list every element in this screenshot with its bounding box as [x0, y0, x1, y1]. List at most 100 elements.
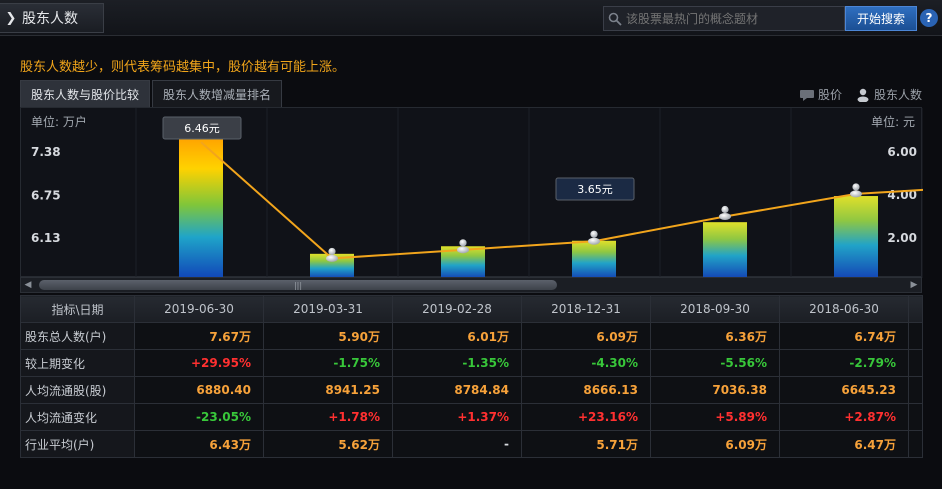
right-axis-unit: 单位: 元: [871, 115, 915, 129]
table-cell: 6645.23: [779, 376, 909, 404]
right-tick-label: 2.00: [887, 231, 917, 245]
table-cell: 5.90万: [263, 322, 393, 350]
column-header[interactable]: 2019-02-28: [392, 295, 522, 323]
table-cell: +2.87%: [779, 403, 909, 431]
tab-holders-ranking[interactable]: 股东人数增减量排名: [152, 80, 283, 107]
table-row: 人均流通股(股) 6880.40 8941.25 8784.84 8666.13 7036…: [20, 376, 923, 404]
table-cell: 6.01万: [392, 322, 522, 350]
person-marker-icon: [588, 230, 600, 245]
table-cell: -23.05%: [134, 403, 264, 431]
holder-bar: [179, 132, 223, 278]
chevron-right-icon: ❯: [5, 10, 17, 26]
scroll-thumb[interactable]: |||: [39, 280, 557, 290]
price-tooltip: 6.46元: [162, 116, 242, 140]
row-spacer: [908, 403, 923, 431]
row-label: 人均流通股(股): [20, 376, 135, 404]
header-spacer: [908, 295, 923, 323]
module-title-tab[interactable]: ❯ 股东人数: [0, 3, 104, 33]
column-header[interactable]: 2019-06-30: [134, 295, 264, 323]
table-cell: 6.43万: [134, 430, 264, 458]
holders-table: 指标\日期 2019-06-30 2019-03-31 2019-02-28 2…: [20, 295, 923, 458]
person-marker-icon: [326, 247, 338, 262]
row-label: 人均流通变化: [20, 403, 135, 431]
table-cell: 8941.25: [263, 376, 393, 404]
legend-price[interactable]: 股价: [799, 86, 842, 103]
search-button[interactable]: 开始搜索: [845, 6, 917, 31]
legend-holders[interactable]: 股东人数: [856, 86, 922, 103]
top-bar: ❯ 股东人数 开始搜索 ?: [0, 0, 942, 36]
table-cell: 7036.38: [650, 376, 780, 404]
left-tick-label: 7.38: [31, 145, 61, 159]
holders-price-chart: 7.38 6.75 6.13 6.00 4.00 2.00 6.46元 3.65元 单位: …: [20, 107, 923, 278]
left-tick-label: 6.75: [31, 188, 61, 202]
table-cell: 6.09万: [650, 430, 780, 458]
header-label: 指标\日期: [20, 295, 135, 323]
person-marker-icon: [850, 183, 862, 198]
table-row: 股东总人数(户) 7.67万 5.90万 6.01万 6.09万 6.36万 6.74万: [20, 322, 923, 350]
column-header[interactable]: 2018-09-30: [650, 295, 780, 323]
column-header[interactable]: 2018-06-30: [779, 295, 909, 323]
table-header-row: 指标\日期 2019-06-30 2019-03-31 2019-02-28 2…: [20, 295, 923, 323]
holder-bar: [572, 240, 616, 278]
table-cell: 8784.84: [392, 376, 522, 404]
person-marker-icon: [457, 239, 469, 254]
column-header[interactable]: 2019-03-31: [263, 295, 393, 323]
chart-grid: 7.386.756.136.004.002.00: [31, 108, 923, 278]
chart-legend: 股价 股东人数: [799, 86, 922, 103]
table-cell: 6880.40: [134, 376, 264, 404]
legend-holders-label: 股东人数: [873, 88, 922, 102]
table-cell: +29.95%: [134, 349, 264, 377]
search-box[interactable]: [603, 6, 845, 31]
search-input[interactable]: [626, 11, 836, 26]
help-icon[interactable]: ?: [920, 9, 938, 27]
left-tick-label: 6.13: [31, 231, 61, 245]
table-cell: 6.09万: [521, 322, 651, 350]
table-row: 行业平均(户) 6.43万 5.62万 -5.71万 6.09万 6.47万: [20, 430, 923, 458]
grip-icon: |||: [293, 281, 303, 290]
table-cell: 7.67万: [134, 322, 264, 350]
person-marker-icon: [719, 205, 731, 220]
left-axis-unit: 单位: 万户: [31, 115, 87, 129]
price-tooltip: 3.65元: [555, 177, 635, 201]
tooltip-text: 3.65元: [577, 183, 613, 196]
holder-bar: [703, 222, 747, 278]
price-legend-icon: [799, 89, 814, 101]
row-label: 较上期变化: [20, 349, 135, 377]
chart-tabs: 股东人数与股价比较 股东人数增减量排名: [20, 80, 284, 107]
table-cell: -4.30%: [521, 349, 651, 377]
table-cell: +23.16%: [521, 403, 651, 431]
row-spacer: [908, 322, 923, 350]
table-cell: +1.78%: [263, 403, 393, 431]
legend-price-label: 股价: [817, 88, 842, 102]
row-label: 股东总人数(户): [20, 322, 135, 350]
table-cell: -: [392, 430, 522, 458]
chart-scrollbar[interactable]: ◀ ||| ▶: [20, 277, 922, 293]
right-tick-label: 6.00: [887, 145, 917, 159]
scroll-right-arrow-icon[interactable]: ▶: [910, 280, 918, 290]
tab-holders-vs-price[interactable]: 股东人数与股价比较: [20, 80, 151, 107]
table-cell: 6.47万: [779, 430, 909, 458]
table-cell: -1.35%: [392, 349, 522, 377]
table-cell: 5.71万: [521, 430, 651, 458]
bar-series: [179, 132, 878, 278]
row-spacer: [908, 349, 923, 377]
table-cell: 5.62万: [263, 430, 393, 458]
table-cell: 6.74万: [779, 322, 909, 350]
search-icon: [604, 12, 626, 26]
notice-text: 股东人数越少，则代表筹码越集中，股价越有可能上涨。: [20, 60, 346, 75]
tooltip-text: 6.46元: [184, 122, 220, 135]
row-label: 行业平均(户): [20, 430, 135, 458]
holder-bar: [834, 196, 878, 278]
table-cell: 6.36万: [650, 322, 780, 350]
table-cell: -2.79%: [779, 349, 909, 377]
table-cell: -5.56%: [650, 349, 780, 377]
table-row: 人均流通变化 -23.05% +1.78% +1.37% +23.16% +5.89% +2…: [20, 403, 923, 431]
row-spacer: [908, 430, 923, 458]
scroll-left-arrow-icon[interactable]: ◀: [24, 280, 32, 290]
table-cell: +5.89%: [650, 403, 780, 431]
column-header[interactable]: 2018-12-31: [521, 295, 651, 323]
table-cell: -1.75%: [263, 349, 393, 377]
chart-tooltips: 6.46元 3.65元: [162, 116, 635, 201]
table-cell: 8666.13: [521, 376, 651, 404]
